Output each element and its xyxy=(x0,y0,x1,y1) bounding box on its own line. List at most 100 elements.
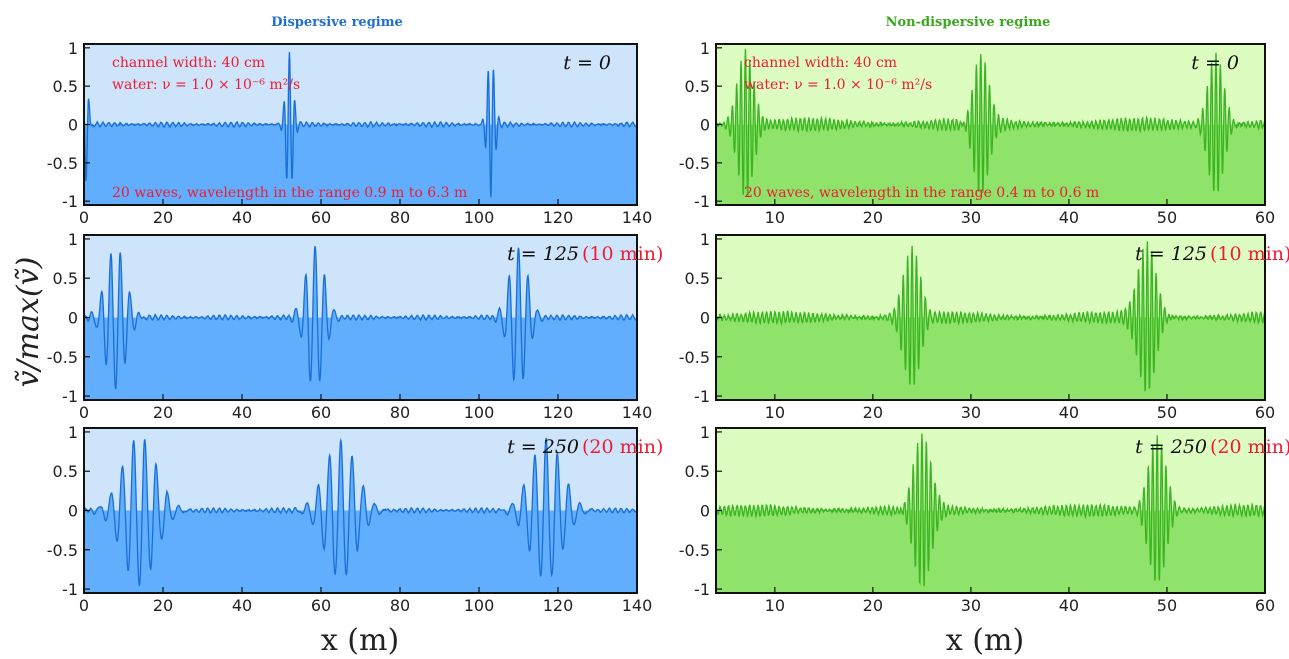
y-tick-label: 1 xyxy=(68,423,78,442)
y-tick-label: 1 xyxy=(68,39,78,58)
column-title-dispersive: Dispersive regime xyxy=(271,15,403,30)
x-tick-label: 20 xyxy=(863,208,883,227)
series-line xyxy=(84,245,637,390)
x-tick-label: 60 xyxy=(1255,403,1275,422)
panel-nondispersive-t250: 1 0.5 0 -0.5 -1 10 20 30 40 50 60 t = 250 (20 min) xyxy=(679,423,1289,615)
annotation-channel-width: channel width: 40 cm xyxy=(112,55,265,71)
panel-nondispersive-t0: 1 0.5 0 -0.5 -1 10 20 30 40 50 60 t = 0 channel widt… xyxy=(679,39,1275,227)
series-fill xyxy=(84,52,637,205)
y-tick-label: 1 xyxy=(700,423,710,442)
x-tick-label: 30 xyxy=(961,208,981,227)
x-tick-label: 40 xyxy=(232,403,252,422)
y-tick-label: -0.5 xyxy=(679,348,710,367)
x-axis-label-left: x (m) xyxy=(321,623,399,658)
time-label: t = 250 xyxy=(507,436,579,458)
y-tick-label: 1 xyxy=(700,39,710,58)
x-tick-label: 140 xyxy=(622,403,653,422)
y-tick-label: -0.5 xyxy=(679,154,710,173)
y-tick-label: 0.5 xyxy=(53,77,78,96)
x-tick-label: 20 xyxy=(153,403,173,422)
y-tick-label: 0 xyxy=(68,309,78,328)
x-tick-label: 100 xyxy=(464,403,495,422)
y-tick-label: -1 xyxy=(694,387,710,406)
x-tick-label: 10 xyxy=(765,596,785,615)
y-tick-label: 0 xyxy=(68,116,78,135)
x-tick-label: 60 xyxy=(311,596,331,615)
x-axis-label-right: x (m) xyxy=(946,623,1024,658)
y-tick-label: 0.5 xyxy=(685,269,710,288)
x-tick-label: 40 xyxy=(1059,596,1079,615)
annotation-wavelength-range: 20 waves, wavelength in the range 0.4 m … xyxy=(744,185,1099,201)
x-tick-label: 80 xyxy=(390,208,410,227)
panel-bg-upper xyxy=(716,235,1265,318)
y-tick-label: 0 xyxy=(68,502,78,521)
panel-bg-upper xyxy=(716,428,1265,511)
x-tick-label: 40 xyxy=(1059,208,1079,227)
y-tick-label: -1 xyxy=(62,387,78,406)
x-tick-label: 60 xyxy=(311,208,331,227)
y-tick-label: 0.5 xyxy=(685,77,710,96)
annotation-wavelength-range: 20 waves, wavelength in the range 0.9 m … xyxy=(112,185,467,201)
x-tick-label: 50 xyxy=(1157,596,1177,615)
panel-nondispersive-t125: 1 0.5 0 -0.5 -1 10 20 30 40 50 60 t = 125 (10 min) xyxy=(679,230,1289,422)
x-tick-label: 60 xyxy=(311,403,331,422)
y-tick-label: -1 xyxy=(62,580,78,599)
panel-bg-upper xyxy=(84,44,637,125)
series-fill xyxy=(716,433,1265,593)
x-tick-label: 80 xyxy=(390,596,410,615)
series-line xyxy=(716,433,1265,587)
x-tick-label: 80 xyxy=(390,403,410,422)
panel-bg-upper xyxy=(84,235,637,318)
x-tick-label: 40 xyxy=(1059,403,1079,422)
y-tick-label: 0.5 xyxy=(53,269,78,288)
x-tick-label: 30 xyxy=(961,403,981,422)
y-tick-label: 1 xyxy=(68,230,78,249)
y-axis-label: ṽ/max(ṽ) xyxy=(11,257,46,388)
x-tick-label: 0 xyxy=(79,208,89,227)
series-fill xyxy=(84,246,637,400)
x-tick-label: 100 xyxy=(464,208,495,227)
time-label: t = 250 xyxy=(1135,436,1207,458)
x-tick-label: 40 xyxy=(232,208,252,227)
x-tick-label: 20 xyxy=(863,596,883,615)
x-tick-label: 30 xyxy=(961,596,981,615)
time-label: t = 0 xyxy=(1191,52,1239,74)
y-tick-label: 1 xyxy=(700,230,710,249)
annotation-channel-width: channel width: 40 cm xyxy=(744,55,897,71)
x-tick-label: 120 xyxy=(543,403,574,422)
annotation-viscosity: water: ν = 1.0 × 10⁻⁶ m²/s xyxy=(744,77,932,93)
x-tick-label: 0 xyxy=(79,596,89,615)
x-tick-label: 10 xyxy=(765,403,785,422)
x-tick-label: 20 xyxy=(153,208,173,227)
x-tick-label: 120 xyxy=(543,596,574,615)
x-tick-label: 140 xyxy=(622,596,653,615)
y-tick-label: -0.5 xyxy=(47,541,78,560)
x-tick-label: 0 xyxy=(79,403,89,422)
y-tick-label: 0 xyxy=(700,502,710,521)
annotation-viscosity: water: ν = 1.0 × 10⁻⁶ m²/s xyxy=(112,77,300,93)
x-tick-label: 20 xyxy=(863,403,883,422)
y-tick-label: 0 xyxy=(700,309,710,328)
x-tick-label: 50 xyxy=(1157,403,1177,422)
time-minutes-label: (10 min) xyxy=(582,243,663,265)
y-tick-label: -1 xyxy=(694,192,710,211)
x-tick-label: 120 xyxy=(543,208,574,227)
x-tick-label: 50 xyxy=(1157,208,1177,227)
time-label: t = 125 xyxy=(1135,243,1207,265)
y-tick-label: -1 xyxy=(694,580,710,599)
x-tick-label: 20 xyxy=(153,596,173,615)
x-tick-label: 60 xyxy=(1255,208,1275,227)
x-tick-label: 40 xyxy=(232,596,252,615)
time-minutes-label: (20 min) xyxy=(1210,436,1289,458)
y-tick-label: -1 xyxy=(62,192,78,211)
time-minutes-label: (20 min) xyxy=(582,436,663,458)
series-line xyxy=(716,241,1265,392)
x-tick-label: 100 xyxy=(464,596,495,615)
column-title-nondispersive: Non-dispersive regime xyxy=(886,15,1051,30)
y-tick-label: -0.5 xyxy=(47,348,78,367)
x-tick-label: 10 xyxy=(765,208,785,227)
y-tick-label: 0.5 xyxy=(53,462,78,481)
